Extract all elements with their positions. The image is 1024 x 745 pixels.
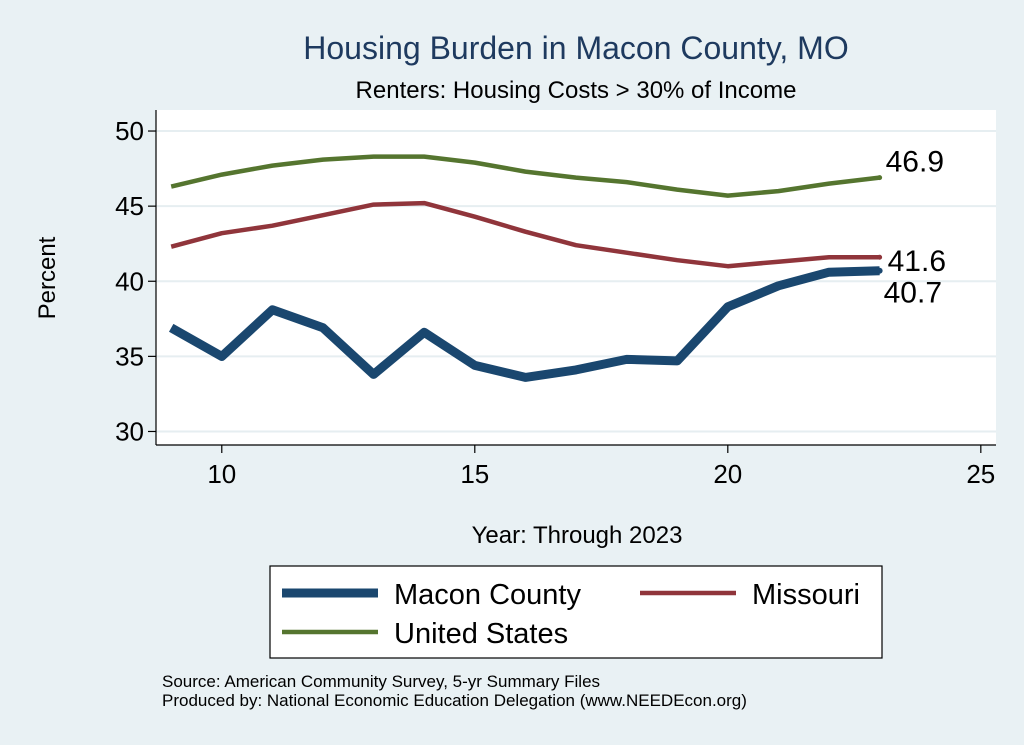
y-tick-label: 45 [115, 191, 144, 221]
series-line-missouri [170, 200, 880, 269]
end-point-united-states [877, 175, 883, 181]
end-point-missouri [877, 254, 883, 260]
y-tick-label: 35 [115, 341, 144, 371]
y-tick-label: 30 [115, 416, 144, 446]
produced-note: Produced by: National Economic Education… [162, 691, 747, 710]
x-tick-label: 20 [713, 459, 742, 489]
chart-title: Housing Burden in Macon County, MO [303, 30, 848, 66]
x-axis-label: Year: Through 2023 [472, 522, 683, 549]
end-label-united-states: 46.9 [886, 146, 944, 179]
plot-area [156, 110, 996, 445]
legend-label-us: United States [394, 618, 568, 650]
end-point-macon-county [876, 267, 883, 274]
x-tick-label: 10 [207, 459, 236, 489]
chart-subtitle: Renters: Housing Costs > 30% of Income [356, 77, 797, 104]
series-line-united-states [170, 154, 880, 198]
x-tick-label: 25 [966, 459, 995, 489]
series-line-macon-county [168, 266, 880, 382]
legend: Macon County Missouri United States [269, 565, 883, 659]
legend-label-missouri: Missouri [752, 579, 860, 611]
end-label-missouri: 41.6 [888, 245, 946, 278]
end-label-macon-county: 40.7 [884, 277, 942, 310]
legend-label-macon: Macon County [394, 579, 581, 611]
x-tick-label: 15 [460, 459, 489, 489]
y-axis-label: Percent [34, 236, 61, 319]
source-note: Source: American Community Survey, 5-yr … [162, 672, 601, 691]
legend-box [269, 565, 883, 659]
y-tick-label: 50 [115, 116, 144, 146]
y-tick-label: 40 [115, 266, 144, 296]
